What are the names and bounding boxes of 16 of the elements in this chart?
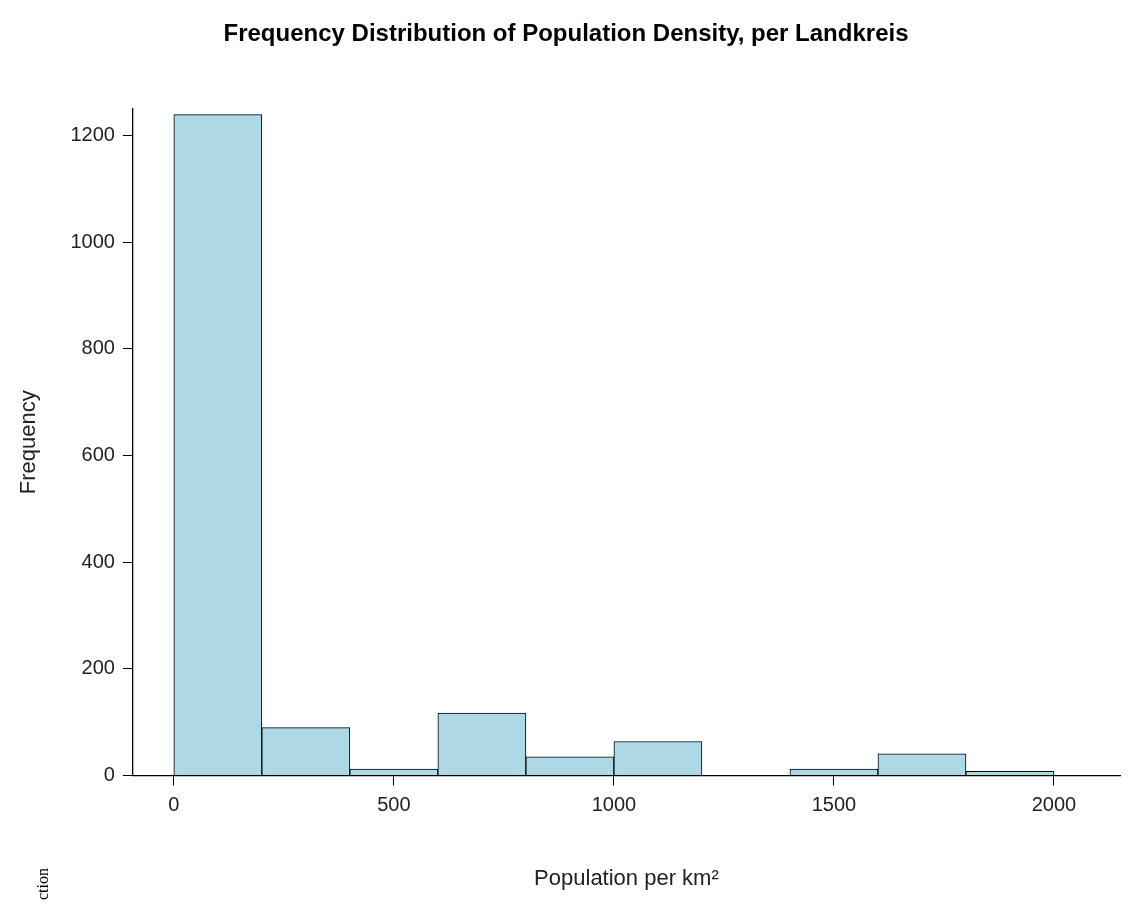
x-tick-label: 500 [377, 793, 411, 816]
x-tick-label: 1500 [811, 793, 857, 816]
y-tick-label: 0 [103, 763, 115, 786]
y-axis-title: Frequency [15, 390, 41, 495]
y-tick-label: 800 [81, 336, 115, 359]
text: ction [34, 868, 52, 900]
y-tick-label: 1200 [70, 122, 115, 145]
x-tick-label: 2000 [1031, 793, 1077, 816]
y-tick-label: 1000 [70, 229, 115, 252]
y-tick-label: 200 [81, 656, 115, 679]
x-axis-title: Population per km² [534, 864, 719, 890]
y-tick-label: 600 [81, 443, 115, 466]
x-tick-label: 1000 [591, 793, 637, 816]
y-tick-label: 400 [81, 549, 115, 572]
x-tick-label: 0 [168, 793, 180, 816]
chart-title: Frequency Distribution of Population Density, per Landkreis [223, 19, 909, 47]
